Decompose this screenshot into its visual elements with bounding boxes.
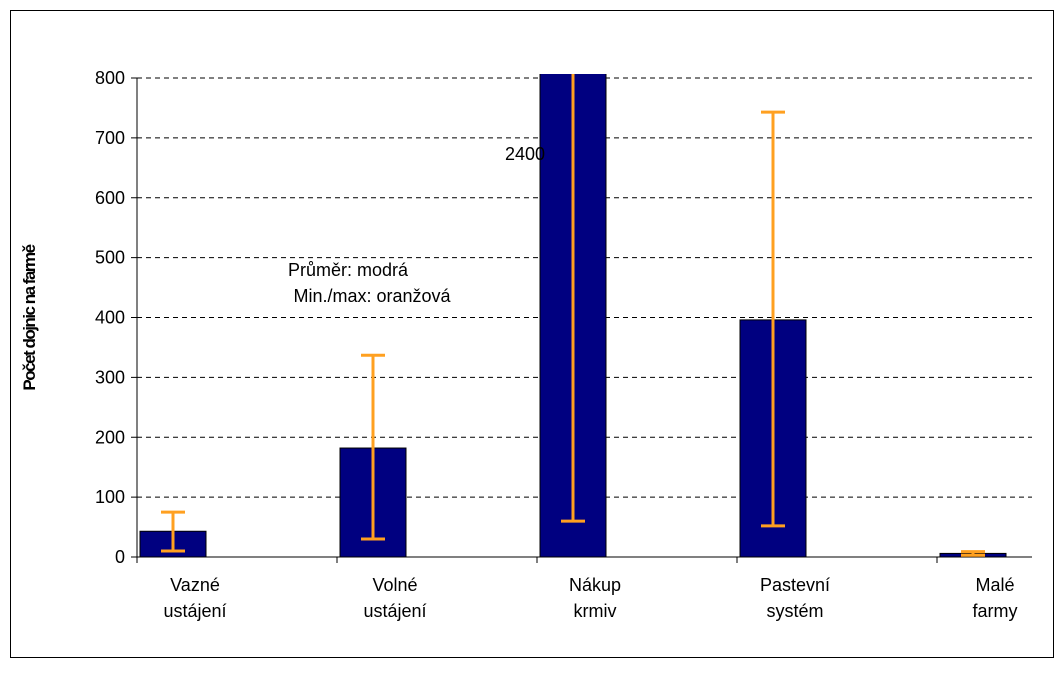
x-tick-label: krmiv [574,601,617,621]
y-tick-label: 400 [95,308,125,328]
x-tick-label: ustájení [363,601,426,621]
x-tick-label: Nákup [569,575,621,595]
plot-area [139,74,1007,558]
y-tick-label: 100 [95,487,125,507]
x-tick-label: Pastevní [760,575,830,595]
x-tick-label: farmy [973,601,1018,621]
x-tick-label: Vazné [170,575,220,595]
y-tick-label: 500 [95,248,125,268]
x-tick-label: ustájení [163,601,226,621]
y-tick-label: 700 [95,128,125,148]
x-tick-label: Volné [372,575,417,595]
annotation: Průměr: modrá [288,260,409,280]
y-tick-label: 300 [95,367,125,387]
annotation: Min./max: oranžová [293,286,451,306]
range-max-label: 2400 [505,144,545,164]
y-tick-label: 0 [115,547,125,567]
y-axis-title: Počet dojnic na farmě [20,244,39,390]
y-tick-label: 600 [95,188,125,208]
chart-frame [10,10,1054,658]
y-tick-label: 200 [95,427,125,447]
y-tick-label: 800 [95,68,125,88]
x-tick-label: Malé [975,575,1014,595]
x-tick-label: systém [766,601,823,621]
